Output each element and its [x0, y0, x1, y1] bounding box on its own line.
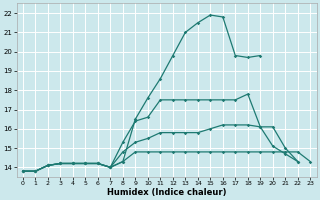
X-axis label: Humidex (Indice chaleur): Humidex (Indice chaleur) — [107, 188, 226, 197]
